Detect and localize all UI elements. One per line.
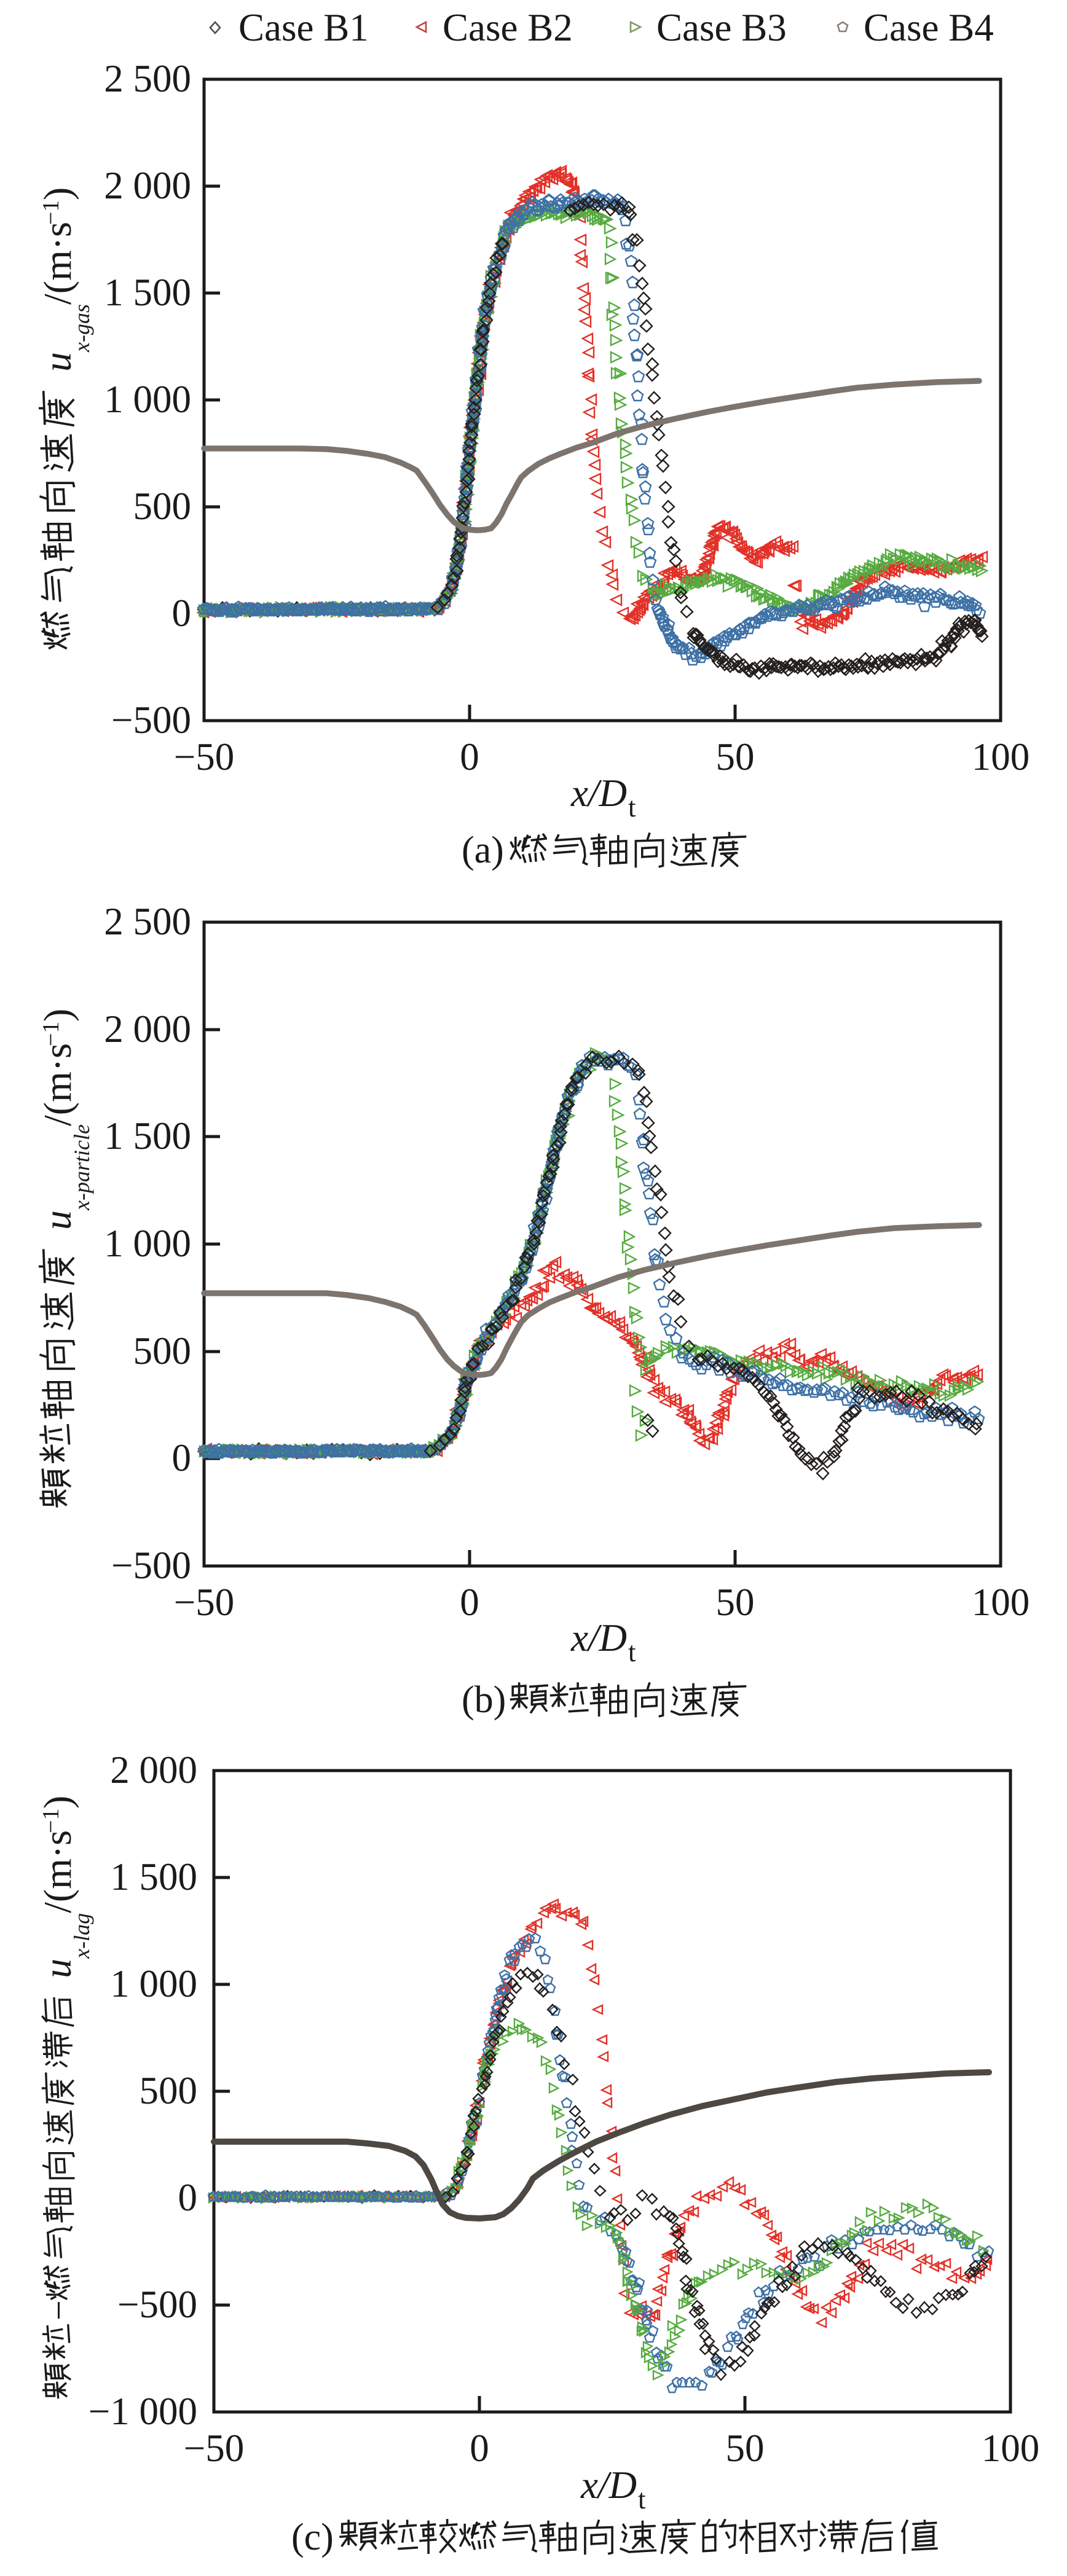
svg-text:−1 000: −1 000	[89, 2390, 197, 2433]
svg-text:): )	[36, 1796, 79, 1809]
svg-text:1 500: 1 500	[110, 1855, 197, 1898]
svg-text:t: t	[628, 792, 636, 823]
svg-text:−1: −1	[38, 200, 64, 225]
svg-text:u: u	[36, 352, 79, 372]
svg-text:0: 0	[172, 1436, 192, 1479]
svg-text:−500: −500	[111, 699, 191, 742]
svg-text:−1: −1	[38, 1022, 64, 1046]
svg-text:50: 50	[716, 1581, 755, 1624]
svg-text:u: u	[36, 1210, 79, 1230]
svg-text:2 000: 2 000	[110, 1748, 197, 1791]
svg-text:/(m·s: /(m·s	[36, 222, 79, 305]
svg-text:2 500: 2 500	[104, 57, 191, 100]
svg-text:): )	[36, 187, 79, 200]
svg-text:t: t	[628, 1637, 636, 1667]
svg-text:): )	[36, 1009, 79, 1022]
svg-text:1 500: 1 500	[104, 1114, 191, 1157]
svg-text:50: 50	[726, 2427, 765, 2470]
svg-text:0: 0	[178, 2176, 198, 2219]
svg-text:/(m·s: /(m·s	[36, 1830, 79, 1913]
svg-text:x-lag: x-lag	[69, 1913, 94, 1959]
svg-text:Case B4: Case B4	[864, 6, 994, 49]
svg-text:(c): (c)	[291, 2516, 334, 2558]
svg-text:Case B1: Case B1	[238, 6, 369, 49]
svg-text:−500: −500	[111, 1544, 191, 1587]
svg-text:0: 0	[460, 735, 479, 778]
svg-text:2 000: 2 000	[104, 164, 191, 207]
svg-text:1 500: 1 500	[104, 271, 191, 314]
svg-text:1 000: 1 000	[104, 1222, 191, 1265]
svg-text:t: t	[638, 2484, 646, 2515]
svg-text:−1: −1	[38, 1809, 64, 1833]
svg-text:500: 500	[133, 1329, 192, 1372]
svg-text:−500: −500	[117, 2283, 197, 2326]
svg-text:x/D: x/D	[580, 2464, 637, 2507]
svg-text:/(m·s: /(m·s	[36, 1043, 79, 1126]
svg-text:−50: −50	[174, 735, 235, 778]
svg-text:Case B2: Case B2	[443, 6, 573, 49]
svg-text:Case B3: Case B3	[656, 6, 787, 49]
svg-text:(a): (a)	[462, 829, 504, 871]
svg-text:−50: −50	[184, 2427, 245, 2470]
svg-text:−50: −50	[174, 1581, 235, 1624]
svg-text:0: 0	[470, 2427, 489, 2470]
svg-text:x/D: x/D	[570, 1616, 627, 1659]
svg-text:500: 500	[140, 2069, 198, 2112]
svg-text:0: 0	[460, 1581, 479, 1624]
svg-text:x-particle: x-particle	[69, 1124, 94, 1211]
svg-text:1 000: 1 000	[104, 378, 191, 421]
svg-text:500: 500	[133, 485, 192, 528]
svg-text:2 500: 2 500	[104, 900, 191, 943]
svg-text:100: 100	[972, 1581, 1030, 1624]
svg-text:(b): (b)	[462, 1679, 506, 1721]
svg-text:x/D: x/D	[570, 772, 627, 815]
svg-text:100: 100	[982, 2427, 1040, 2470]
svg-text:u: u	[36, 1959, 79, 1978]
svg-text:x-gas: x-gas	[69, 304, 94, 353]
svg-text:50: 50	[716, 735, 755, 778]
svg-text:1 000: 1 000	[110, 1962, 197, 2005]
svg-text:2 000: 2 000	[104, 1008, 191, 1051]
svg-text:100: 100	[972, 735, 1030, 778]
svg-text:0: 0	[172, 592, 192, 635]
